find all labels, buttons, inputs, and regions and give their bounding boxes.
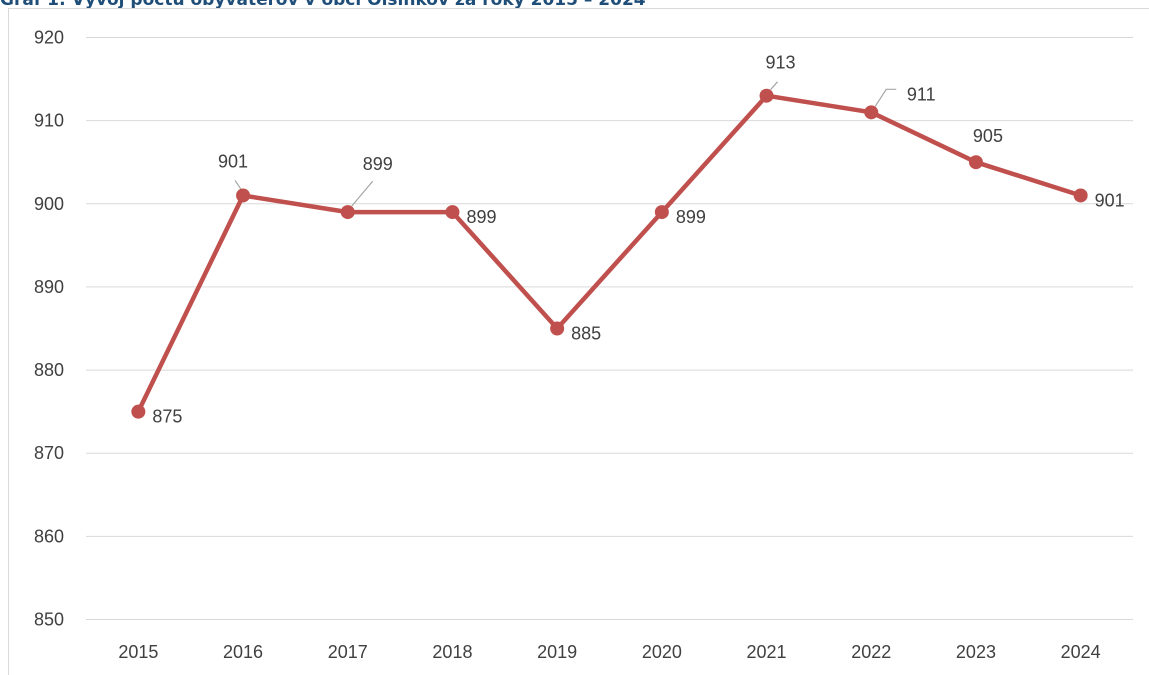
data-point-2022 — [864, 105, 879, 120]
x-tick-label-2023: 2023 — [956, 642, 996, 662]
leader-line-2016 — [234, 180, 242, 190]
data-point-2023 — [968, 155, 983, 170]
y-tick-label-900: 900 — [34, 194, 64, 214]
leader-line-2021 — [770, 81, 779, 91]
gridlines — [86, 37, 1133, 620]
x-tick-label-2022: 2022 — [851, 642, 891, 662]
data-labels: 875 901 899 899 885 899 913 911 905 901 — [152, 53, 1124, 427]
data-point-2021 — [759, 88, 774, 103]
x-tick-label-2020: 2020 — [642, 642, 682, 662]
y-tick-label-860: 860 — [34, 526, 64, 546]
x-axis-tick-labels: 2015 2016 2017 2018 2019 2020 2021 2022 2023 2024 — [118, 642, 1100, 662]
data-point-2015 — [131, 404, 146, 419]
y-tick-label-890: 890 — [34, 277, 64, 297]
data-point-2020 — [654, 205, 669, 220]
chart-title: Graf 1: Vývoj počtu obyvateľov v obci Ol… — [0, 0, 646, 10]
x-tick-label-2019: 2019 — [537, 642, 577, 662]
data-label-2021: 913 — [766, 53, 796, 73]
x-tick-label-2024: 2024 — [1061, 642, 1101, 662]
chart-frame — [8, 8, 1149, 675]
leader-line-2017 — [351, 180, 374, 207]
data-label-2015: 875 — [152, 407, 182, 427]
y-tick-label-920: 920 — [34, 28, 64, 48]
data-point-2017 — [340, 205, 355, 220]
y-tick-label-910: 910 — [34, 111, 64, 131]
x-tick-label-2021: 2021 — [747, 642, 787, 662]
data-points — [131, 88, 1088, 419]
data-label-2024: 901 — [1095, 190, 1125, 210]
data-point-2018 — [445, 205, 460, 220]
y-axis-tick-labels: 850 860 870 880 890 900 910 920 — [34, 28, 64, 630]
y-tick-label-850: 850 — [34, 610, 64, 630]
data-point-2024 — [1073, 188, 1088, 203]
x-tick-label-2018: 2018 — [432, 642, 472, 662]
data-label-2020: 899 — [676, 207, 706, 227]
x-tick-label-2016: 2016 — [223, 642, 263, 662]
data-label-2022: 911 — [907, 84, 936, 104]
series-line-path — [136, 93, 1083, 414]
data-label-2023: 905 — [973, 126, 1003, 146]
y-tick-label-870: 870 — [34, 443, 64, 463]
data-label-2016: 901 — [218, 151, 248, 171]
series-line — [136, 93, 1083, 414]
x-tick-label-2017: 2017 — [328, 642, 368, 662]
data-label-2017: 899 — [363, 154, 393, 174]
data-label-2019: 885 — [571, 324, 601, 344]
x-tick-label-2015: 2015 — [118, 642, 158, 662]
data-point-2019 — [550, 321, 565, 336]
data-label-leader-lines — [234, 81, 897, 207]
data-point-2016 — [236, 188, 251, 203]
data-label-2018: 899 — [466, 207, 496, 227]
leader-line-2022 — [874, 88, 897, 107]
y-tick-label-880: 880 — [34, 360, 64, 380]
